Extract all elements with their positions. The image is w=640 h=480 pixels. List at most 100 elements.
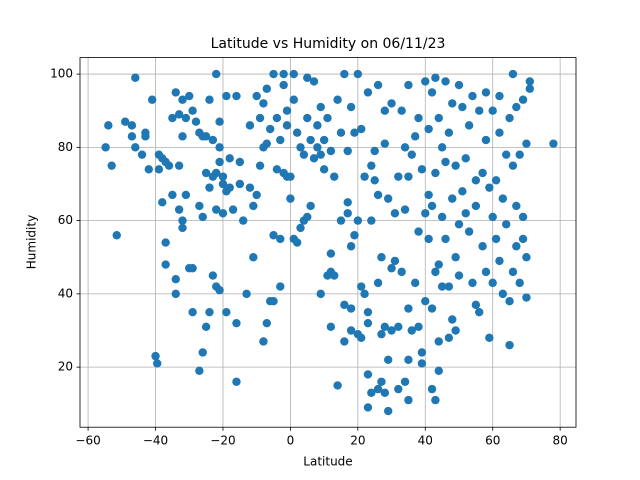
point <box>215 117 224 126</box>
point <box>431 168 440 178</box>
point <box>448 99 457 108</box>
point <box>153 359 162 368</box>
point <box>303 73 312 82</box>
y-tick-label: 80 <box>58 140 73 154</box>
point <box>525 84 535 93</box>
point <box>326 146 336 156</box>
point <box>158 198 167 207</box>
point <box>383 194 393 203</box>
point <box>498 194 508 203</box>
point <box>404 355 413 365</box>
point <box>350 128 359 137</box>
point <box>373 384 383 394</box>
point <box>400 377 410 386</box>
point <box>421 296 430 306</box>
point <box>357 333 366 343</box>
point <box>269 296 278 306</box>
point <box>188 264 197 273</box>
point <box>522 293 531 302</box>
point <box>410 278 420 288</box>
point <box>377 377 386 386</box>
point <box>427 88 437 97</box>
point <box>232 318 241 328</box>
point <box>390 209 400 218</box>
point <box>174 161 184 170</box>
x-tick-label: 80 <box>553 434 568 448</box>
point <box>112 231 121 240</box>
point <box>518 212 528 222</box>
point <box>292 238 302 247</box>
point <box>383 355 393 365</box>
point <box>168 190 177 200</box>
point <box>282 121 292 130</box>
point <box>508 267 518 277</box>
point <box>161 238 170 247</box>
point <box>505 113 514 123</box>
point <box>515 150 524 159</box>
point <box>178 223 187 233</box>
point <box>228 205 238 214</box>
point <box>262 139 272 148</box>
point <box>306 201 315 211</box>
point <box>485 333 494 343</box>
point <box>306 135 315 145</box>
point <box>373 80 383 90</box>
point <box>502 220 511 229</box>
point <box>205 183 214 192</box>
point <box>309 77 319 86</box>
point <box>481 135 491 145</box>
point <box>131 73 140 82</box>
point <box>245 121 255 130</box>
point <box>144 165 153 174</box>
point <box>326 249 336 258</box>
point <box>431 267 440 277</box>
point <box>417 348 427 357</box>
point <box>336 128 346 137</box>
point <box>424 190 433 200</box>
point <box>171 275 180 284</box>
plot-frame <box>79 57 577 428</box>
point <box>448 194 457 203</box>
point <box>340 300 349 310</box>
point <box>215 157 224 167</box>
point <box>346 102 356 112</box>
point <box>131 143 140 152</box>
point <box>296 223 305 233</box>
point <box>276 282 285 291</box>
point <box>522 139 531 148</box>
point <box>340 69 349 79</box>
point <box>353 69 363 79</box>
point <box>464 121 474 130</box>
point <box>249 253 258 262</box>
point <box>212 168 221 178</box>
point <box>444 282 454 291</box>
point <box>218 179 228 189</box>
point <box>512 242 521 251</box>
point <box>286 194 295 203</box>
point <box>154 165 164 174</box>
x-tick-label: 20 <box>350 434 365 448</box>
point <box>502 150 511 159</box>
point <box>313 143 322 152</box>
point <box>444 128 454 137</box>
point <box>127 121 137 130</box>
point <box>427 201 437 211</box>
point <box>380 139 390 148</box>
point <box>330 271 339 280</box>
point <box>208 135 218 145</box>
point <box>205 95 214 104</box>
point <box>188 307 197 317</box>
point <box>461 154 470 163</box>
point <box>481 267 491 277</box>
point <box>262 318 272 328</box>
point <box>404 304 413 313</box>
point <box>323 113 332 123</box>
y-tick-label: 20 <box>58 360 73 374</box>
point <box>201 322 211 332</box>
point <box>441 157 450 167</box>
point <box>518 234 528 244</box>
point <box>468 91 477 101</box>
point <box>141 132 150 141</box>
point <box>357 124 366 134</box>
point <box>400 143 410 152</box>
